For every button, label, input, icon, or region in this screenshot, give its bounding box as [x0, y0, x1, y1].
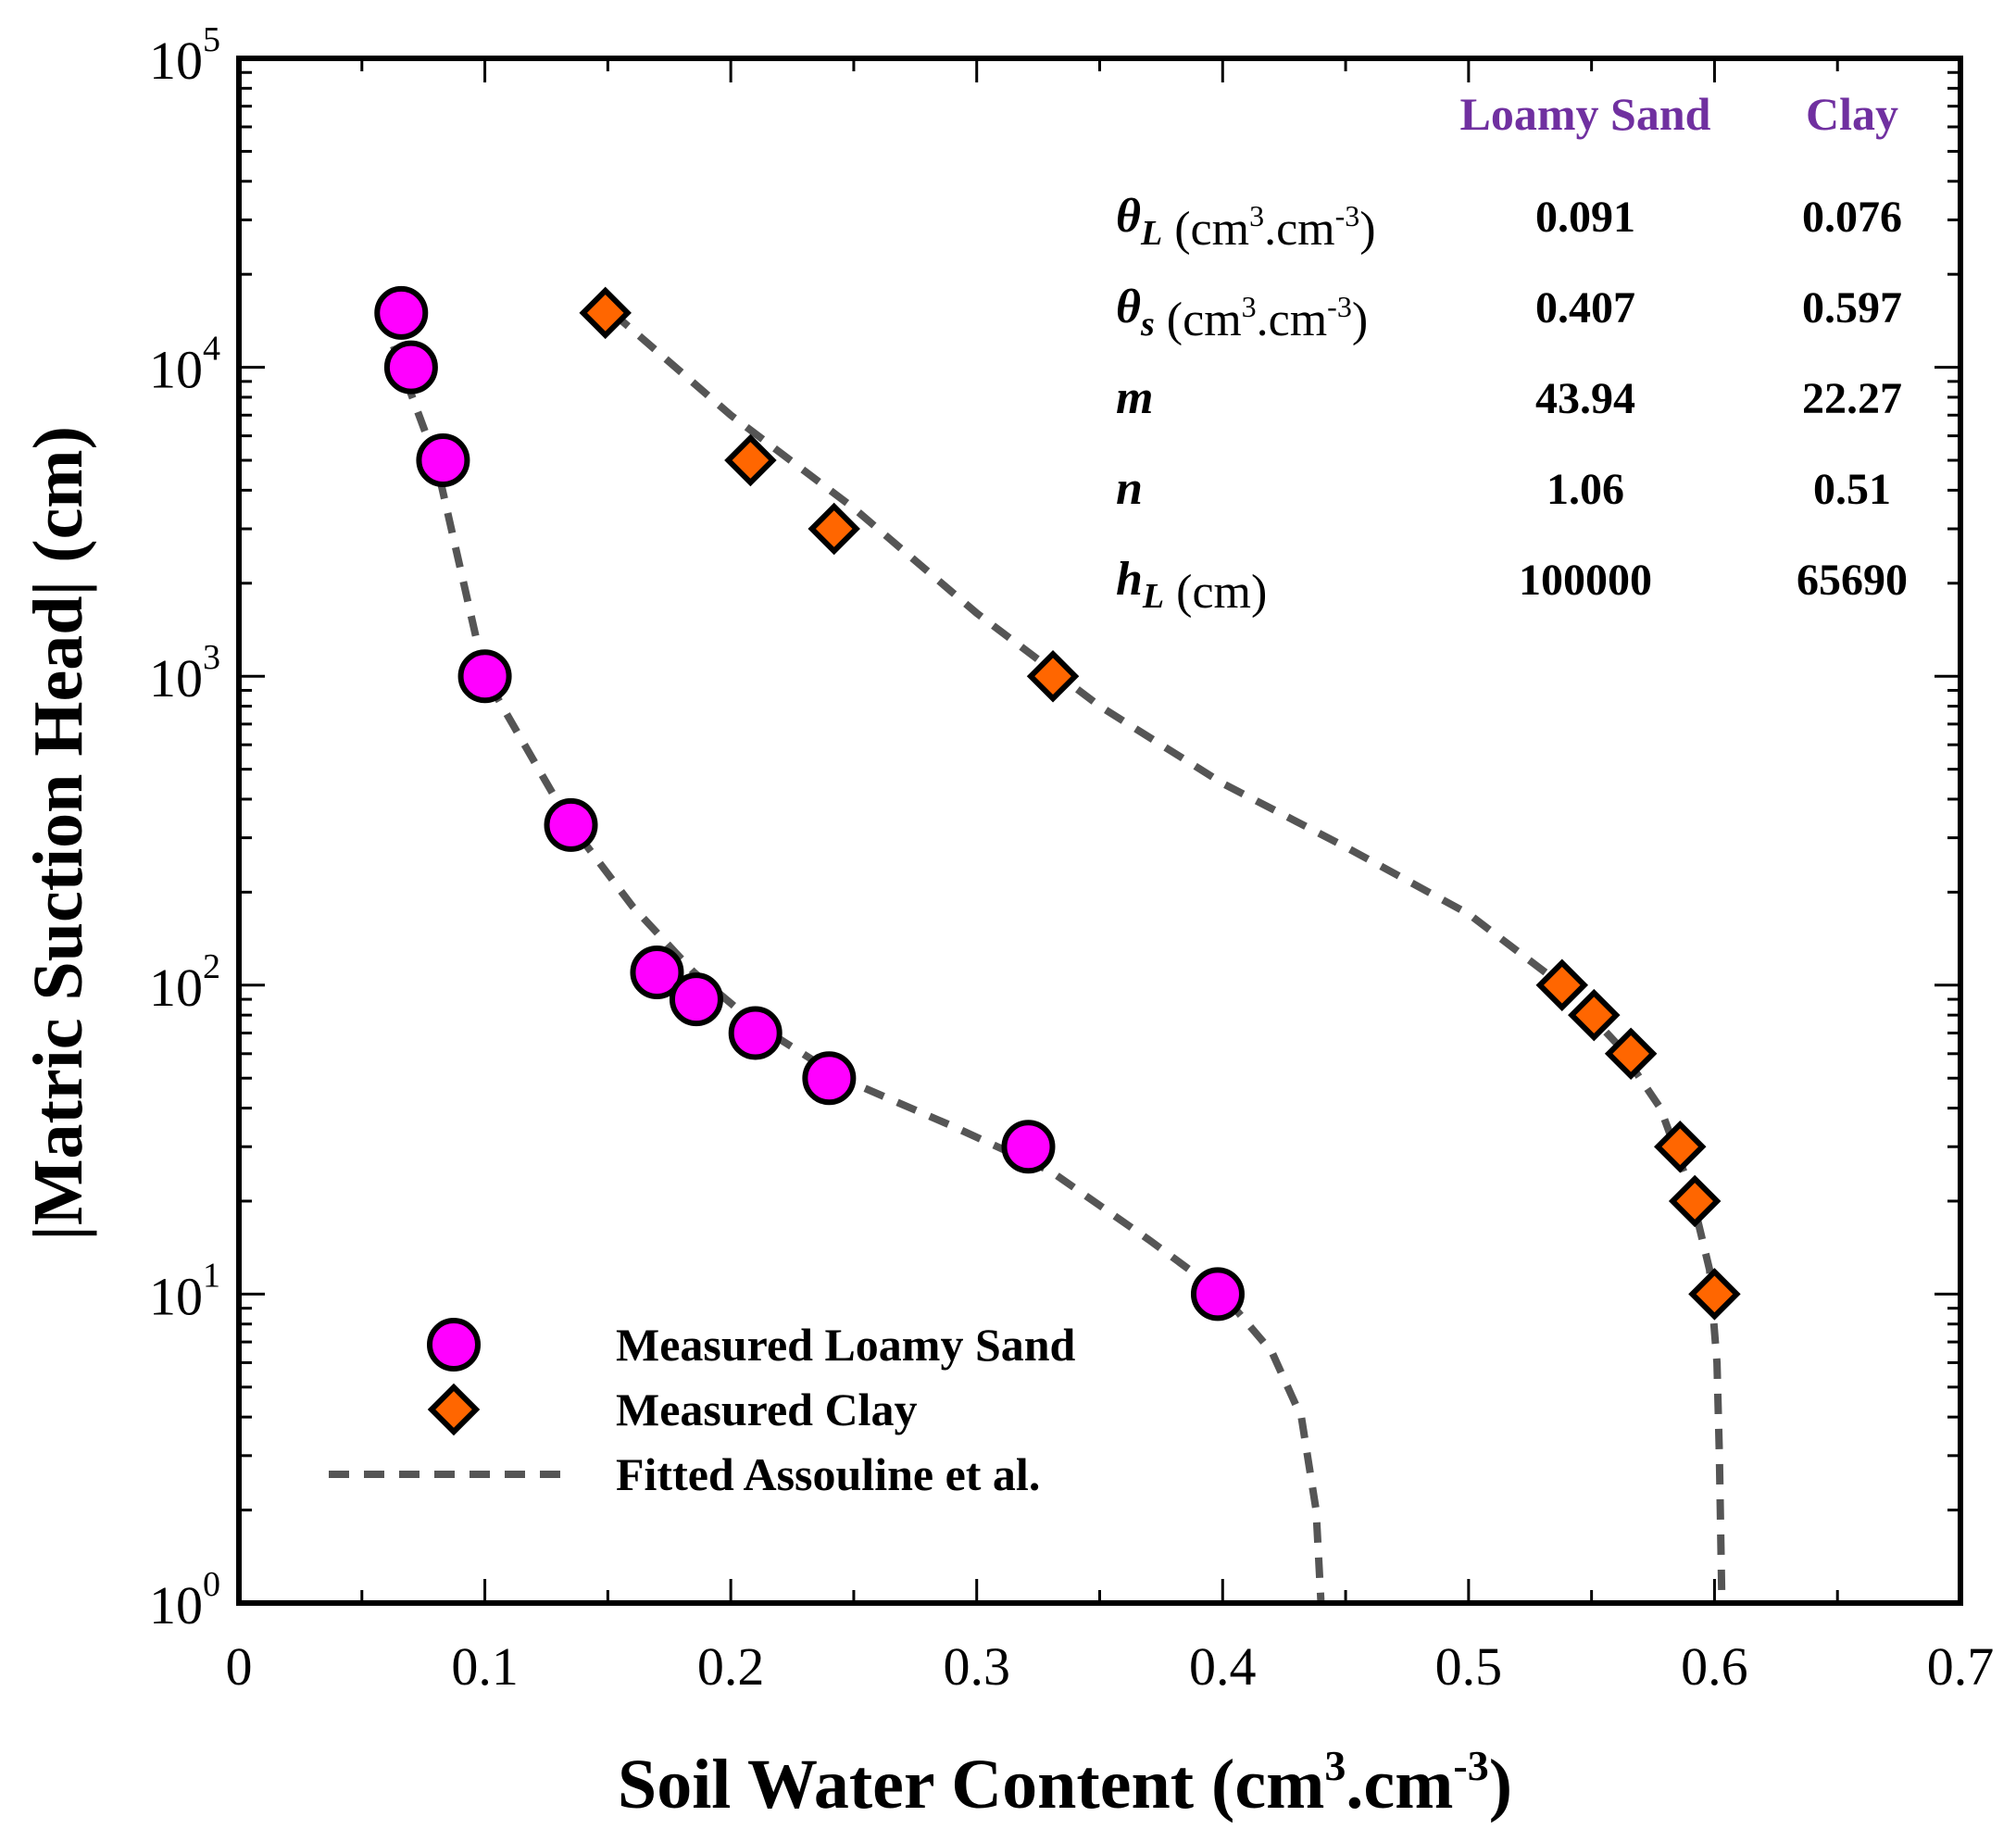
clay-point: [1668, 1174, 1722, 1228]
y-tick-label: 104: [149, 330, 220, 400]
clay-point: [1535, 958, 1589, 1012]
legend: Measured Loamy Sand Measured Clay Fitted A…: [329, 1318, 1076, 1500]
x-tick-label: 0.7: [1927, 1636, 1995, 1697]
x-tick-labels: 0 0.1 0.2 0.3 0.4 0.5 0.6 0.7: [226, 1636, 1995, 1697]
y-axis-title: |Matric Suction Head| (cm): [19, 426, 97, 1241]
table-cell: 0.076: [1802, 193, 1902, 242]
loamy-sand-point: [416, 433, 470, 488]
table-cell: 65690: [1797, 556, 1908, 605]
y-tick-label: 100: [149, 1565, 220, 1635]
x-tick-label: 0.4: [1189, 1636, 1257, 1697]
table-cell: 1.06: [1546, 465, 1624, 514]
x-tick-label: 0.1: [451, 1636, 519, 1697]
x-axis-title: Soil Water Content (cm3.cm-3): [618, 1742, 1512, 1823]
table-cell: 0.51: [1813, 465, 1891, 514]
plot-frame: [236, 56, 1963, 1606]
loamy-sand-point: [544, 797, 598, 852]
table-row-label: θs (cm3.cm-3): [1116, 281, 1368, 346]
y-tick-label: 103: [149, 638, 220, 708]
y-tick-label: 101: [149, 1256, 220, 1326]
x-tick-label: 0.5: [1435, 1636, 1503, 1697]
table-row-label: θL (cm3.cm-3): [1116, 190, 1376, 256]
clay-point: [579, 286, 632, 340]
clay-point: [1604, 1027, 1658, 1081]
y-tick-label: 105: [149, 20, 220, 91]
x-tick-label: 0.2: [697, 1636, 765, 1697]
fitted-curve: [610, 309, 1726, 1604]
clay-point: [1688, 1268, 1741, 1321]
axis-ticks: [237, 58, 1962, 1605]
loamy-sand-point: [728, 1006, 783, 1060]
x-tick-label: 0: [226, 1636, 253, 1697]
table-cell: 0.091: [1535, 193, 1635, 242]
legend-marker-clay: [427, 1383, 481, 1436]
loamy-sand-point: [1190, 1267, 1245, 1322]
x-tick-label: 0.3: [943, 1636, 1010, 1697]
clay-point: [1654, 1120, 1707, 1173]
y-tick-labels: 100 101 102 103 104 105: [149, 20, 220, 1635]
table-cell: 0.597: [1802, 283, 1902, 332]
legend-label: Measured Clay: [616, 1384, 917, 1435]
parameter-table: Loamy Sand Clay θL (cm3.cm-3) 0.091 0.076 θs …: [1116, 88, 1908, 619]
clay-point: [1568, 988, 1621, 1042]
clay-point: [724, 433, 777, 487]
legend-label: Fitted Assouline et al.: [616, 1448, 1040, 1500]
loamy-sand-point: [457, 649, 512, 704]
loamy-sand-point: [1001, 1120, 1056, 1174]
loamy-sand-point: [630, 945, 684, 999]
loamy-sand-point: [374, 285, 429, 340]
loamy-sand-point: [383, 340, 438, 395]
table-cell: 100000: [1519, 556, 1652, 605]
legend-marker-loamy-sand: [427, 1318, 481, 1372]
loamy-sand-point: [669, 972, 723, 1027]
data-markers: [374, 285, 1741, 1322]
clay-point: [808, 502, 860, 556]
table-column-header: Clay: [1806, 88, 1898, 140]
legend-label: Measured Loamy Sand: [616, 1319, 1076, 1371]
clay-point: [1026, 649, 1080, 703]
fitted-curves: [378, 309, 1726, 1604]
table-column-header: Loamy Sand: [1460, 88, 1711, 140]
table-cell: 0.407: [1535, 283, 1635, 332]
table-row-label: n: [1116, 462, 1143, 515]
table-row-label: m: [1116, 371, 1153, 424]
table-cell: 22.27: [1802, 374, 1902, 423]
y-tick-label: 102: [149, 947, 220, 1018]
table-row-label: hL (cm): [1116, 553, 1267, 619]
table-cell: 43.94: [1535, 374, 1635, 423]
x-tick-label: 0.6: [1681, 1636, 1748, 1697]
loamy-sand-point: [802, 1051, 857, 1106]
